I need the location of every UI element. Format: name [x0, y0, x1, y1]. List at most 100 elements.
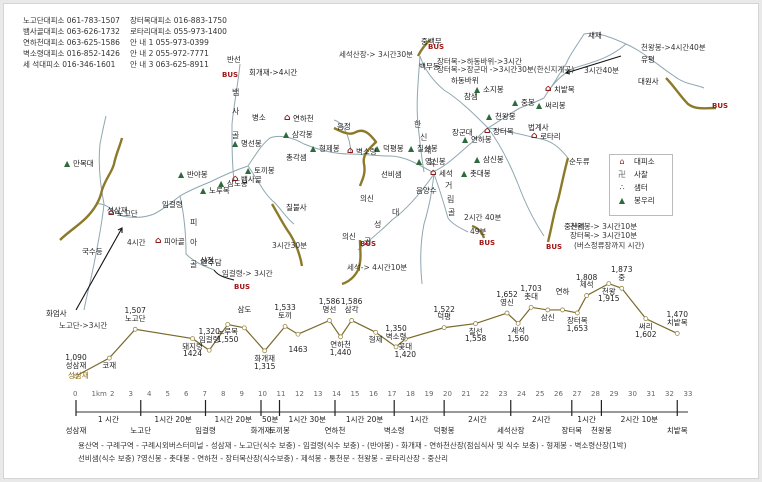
ruler-tick-label: 21 [461, 390, 471, 398]
profile-point-label: 노루목 1,550 [216, 327, 239, 345]
shelter-label: 노고단 [117, 209, 138, 218]
peak-icon: ▲ [536, 101, 543, 110]
place-label: 총각샘 [286, 153, 307, 162]
contact-left-2: 연하천대피소 063-625-1586 [23, 38, 120, 47]
ruler-tick-label: 1km [91, 390, 107, 398]
peak-icon: ▲ [232, 139, 239, 148]
profile-point [515, 320, 521, 326]
peak-icon: ▲ [245, 166, 252, 175]
place-label: 반선 [227, 55, 241, 64]
ruler-segment-time: 2시간 [531, 415, 551, 424]
place-label: 새재 [588, 31, 602, 40]
ruler-tick-label: 23 [498, 390, 508, 398]
peak-label: 반야봉 [187, 170, 208, 179]
place-label: 참샘 [464, 92, 478, 101]
profile-point [295, 331, 301, 337]
ruler-segment-time: 1시간 20분 [154, 415, 192, 424]
profile-point-label: 꽃대 1,420 [394, 342, 417, 359]
profile-point-label: 화개재 1,315 [253, 353, 276, 371]
contact-right-2: 안 내 1 055-973-0399 [130, 38, 209, 47]
bus-stop-label: BUS [546, 243, 563, 251]
legend-row-temple: 卍 사찰 [616, 168, 672, 181]
valley-label: 한 [414, 120, 422, 129]
profile-point [473, 321, 479, 326]
shelter-icon: ⌂ [232, 174, 239, 184]
peak-icon: ▲ [64, 159, 71, 168]
peak-label: 연하봉 [471, 135, 492, 144]
bus-stop-label: BUS [712, 102, 729, 110]
contact-left-0: 노고단대피소 061-783-1507 [23, 16, 120, 25]
profile-start-label: 성삼재 [68, 371, 89, 380]
valley-label: 아 [190, 238, 198, 247]
ruler-tick-label: 17 [387, 390, 397, 398]
ruler-tick-label: 5 [165, 390, 170, 398]
profile-point-label: 형제 [368, 335, 383, 345]
ruler-place-label: 토끼봉 [269, 426, 290, 435]
route-time-label: 임걸령-> 3시간 [222, 269, 273, 278]
map-legend: ⌂ 대피소 卍 사찰 ∴ 샘터 ▲ 봉우리 [609, 154, 673, 216]
profile-point-label: 1,808 제석 [575, 272, 598, 290]
contact-right-1: 로타리대피소 055-973-1400 [130, 27, 227, 36]
valley-label: 사 [232, 107, 240, 116]
valley-label: 골 [190, 260, 198, 269]
valley-label: 계 [424, 146, 432, 155]
shelter-icon: ⌂ [347, 146, 354, 156]
peak-icon: ▲ [462, 135, 469, 144]
route-time-label: 장터목->하동바위->3시간 [437, 57, 522, 66]
profile-point-label: 1,522 덕평 [433, 304, 455, 322]
peak-label: 명선봉 [241, 139, 262, 148]
profile-point [643, 316, 649, 322]
profile-point [241, 325, 247, 331]
ruler-tick-label: 22 [480, 390, 489, 398]
shelter-icon: ⌂ [108, 208, 115, 218]
profile-point [528, 304, 534, 310]
profile-point [574, 310, 580, 316]
place-label: 칠불사 [286, 203, 307, 212]
route-time-label: 장터목-> 3시간10분 [570, 231, 638, 240]
ruler-tick-label: 11 [276, 390, 286, 398]
trail-map-frame: 노고단대피소 061-783-1507 장터목대피소 016-883-1750 … [3, 3, 759, 479]
route-time-label: 천왕봉-> 3시간10분 [570, 222, 638, 231]
legend-row-shelter: ⌂ 대피소 [616, 155, 672, 168]
valley-label: 림 [447, 195, 455, 204]
place-label: 국수등 [82, 247, 103, 256]
place-label: 하동바위 [451, 76, 479, 85]
ruler-tick-label: 0 [73, 390, 78, 398]
profile-point [190, 336, 195, 341]
profile-point-label: 돼지령 1424 [182, 341, 203, 359]
ruler-segment-time: 1시간 20분 [345, 415, 384, 424]
temple-icon: 卍 [618, 170, 626, 179]
peak-label: 만복대 [73, 159, 94, 168]
valley-label: 신 [420, 133, 428, 142]
ruler-segment-time: 1시간 [409, 415, 429, 424]
valley-label: 대 [392, 208, 400, 217]
shelter-label: 벽소령 [356, 147, 377, 156]
ruler-tick-label: 16 [369, 390, 378, 398]
bus-stop-label: BUS [222, 71, 239, 79]
profile-point-label: 1,350 벽소령 [385, 323, 407, 341]
legend-row-spring: ∴ 샘터 [616, 181, 672, 194]
place-label: 선비샘 [381, 170, 402, 179]
profile-point [338, 334, 343, 340]
ruler-tick-label: 32 [665, 390, 674, 398]
bus-stop-label: BUS [428, 43, 445, 51]
shelter-icon: ⌂ [545, 84, 552, 94]
shelter-label: 뱀사골 [241, 175, 262, 184]
ruler-tick-label: 6 [184, 390, 189, 398]
peak-label: 덕평봉 [383, 144, 404, 153]
legend-label: 샘터 [634, 183, 648, 192]
profile-point [73, 373, 79, 379]
ruler-tick-label: 2 [110, 390, 115, 398]
contact-left-4: 세 석대피소 016-346-1601 [23, 60, 116, 69]
ruler-tick-label: 24 [517, 390, 526, 398]
ruler-place-label: 장터목 [561, 426, 583, 435]
profile-point-label: 1,470 치밭목 [666, 310, 688, 328]
map-lines [59, 32, 717, 416]
peak-label: 칠선봉 [417, 144, 438, 153]
itinerary-line-2: 선비샘(식수 보충) ?영신봉 - 촛대봉 - 연하천 - 장터목산장(식수보충… [78, 454, 449, 463]
ruler-tick-label: 26 [554, 390, 563, 398]
profile-point-label: 써리 1,602 [635, 321, 657, 339]
profile-point-label: 1,507 노고단 [124, 306, 146, 324]
itinerary-line-1: 용산역 - 구례구역 - 구례시외버스터미널 - 성삼재 - 노고단(식수 보충… [78, 441, 627, 450]
route-time-label: 노고단->3시간 [59, 321, 108, 330]
